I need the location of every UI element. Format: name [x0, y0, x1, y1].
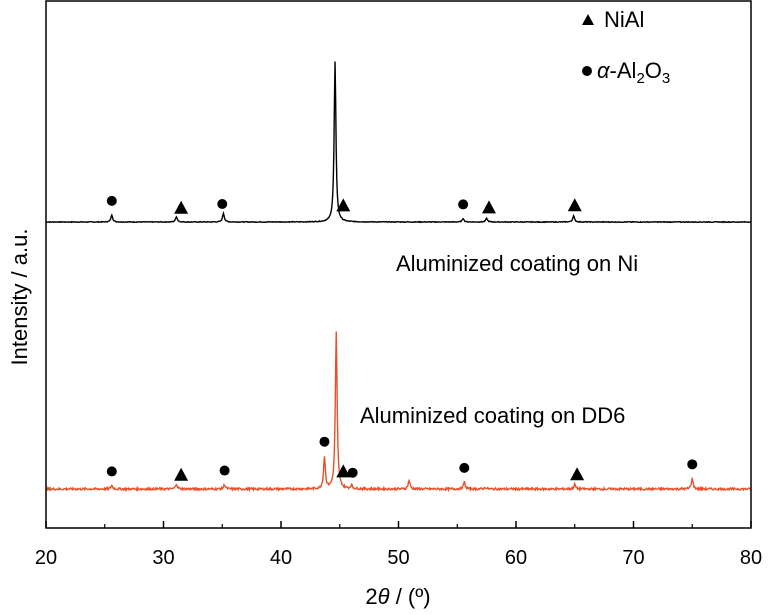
x-tick-label: 40	[270, 547, 292, 569]
x-tick-label: 50	[387, 547, 409, 569]
al2o3-peak-marker	[347, 467, 358, 478]
x-axis: 20 30 40 50 60 70 80	[35, 521, 762, 569]
nial-peak-marker	[174, 200, 189, 214]
al2o3-peak-marker	[319, 436, 330, 447]
legend-label-al2o3: α-Al2O3	[597, 58, 670, 87]
series-line-dd6	[45, 331, 752, 493]
al2o3-peak-marker	[219, 465, 230, 476]
al2o3-peak-marker	[458, 199, 469, 210]
x-tick-label: 20	[35, 547, 57, 569]
al2o3-peak-marker	[459, 462, 470, 473]
series-label-ni: Aluminized coating on Ni	[396, 251, 638, 276]
legend-label-nial: NiAl	[604, 7, 644, 32]
legend-circle-icon	[582, 66, 592, 76]
plot-area	[45, 61, 752, 493]
legend: NiAl α-Al2O3	[582, 7, 670, 87]
x-tick-label: 70	[622, 547, 644, 569]
nial-peak-marker	[336, 198, 351, 212]
nial-peak-marker	[174, 467, 189, 481]
series-label-dd6: Aluminized coating on DD6	[360, 403, 625, 428]
nial-peak-marker	[481, 200, 496, 214]
al2o3-peak-marker	[106, 195, 117, 206]
x-tick-label: 30	[152, 547, 174, 569]
nial-peak-marker	[567, 198, 582, 212]
nial-peak-marker	[570, 467, 585, 481]
al2o3-peak-marker	[687, 459, 698, 470]
x-tick-label: 60	[505, 547, 527, 569]
al2o3-peak-marker	[106, 466, 117, 477]
nial-peak-marker	[336, 464, 351, 478]
x-axis-title: 2θ / (º)	[365, 584, 430, 609]
al2o3-peak-marker	[217, 198, 228, 209]
y-axis-title: Intensity / a.u.	[7, 229, 32, 366]
series-line-ni	[45, 61, 752, 224]
legend-triangle-icon	[582, 14, 594, 25]
x-tick-label: 80	[740, 547, 762, 569]
